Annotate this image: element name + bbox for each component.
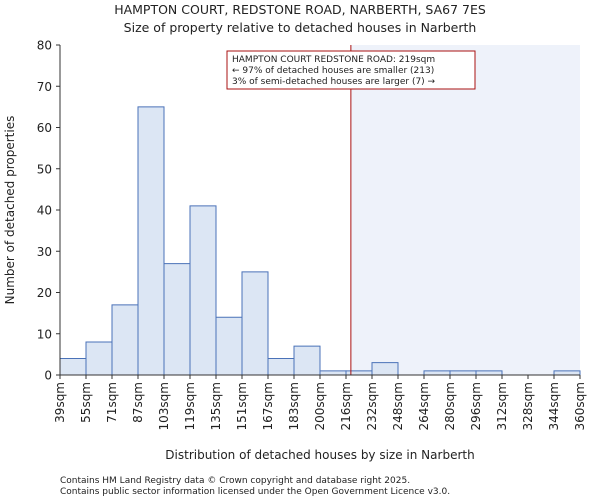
bar-216sqm bbox=[345, 370, 373, 376]
chart-title: HAMPTON COURT, REDSTONE ROAD, NARBERTH, … bbox=[114, 2, 486, 17]
annotation-border bbox=[226, 50, 476, 90]
x-tick-label: 200sqm bbox=[313, 382, 327, 430]
bar-151sqm bbox=[241, 271, 269, 376]
highlight-region bbox=[350, 45, 580, 375]
bar-183sqm bbox=[293, 345, 321, 376]
annotation-line-2: ← 97% of detached houses are smaller (21… bbox=[232, 66, 434, 76]
bar-135sqm bbox=[215, 316, 243, 376]
annotation-box: HAMPTON COURT REDSTONE ROAD: 219sqm ← 97… bbox=[226, 50, 476, 90]
x-tick-label: 167sqm bbox=[261, 382, 275, 430]
x-tick-label: 135sqm bbox=[209, 382, 223, 430]
bar-296sqm bbox=[475, 370, 503, 376]
bar-103sqm bbox=[163, 263, 191, 376]
x-tick-label: 216sqm bbox=[339, 382, 353, 430]
x-tick-label: 119sqm bbox=[183, 382, 197, 430]
bar-344sqm bbox=[553, 370, 581, 376]
y-tick-label: 80 bbox=[37, 39, 52, 53]
y-tick-label: 60 bbox=[37, 121, 52, 135]
chart-subtitle: Size of property relative to detached ho… bbox=[124, 20, 477, 35]
y-tick-label: 10 bbox=[37, 327, 52, 341]
bar-71sqm bbox=[111, 304, 139, 376]
y-tick-label: 70 bbox=[37, 80, 52, 94]
x-axis-label: Distribution of detached houses by size … bbox=[165, 448, 474, 462]
x-tick-label: 103sqm bbox=[157, 382, 171, 430]
y-tick-label: 20 bbox=[37, 286, 52, 300]
x-tick-label: 264sqm bbox=[417, 382, 431, 430]
x-tick-label: 151sqm bbox=[235, 382, 249, 430]
x-tick-label: 344sqm bbox=[547, 382, 561, 430]
bars bbox=[59, 106, 581, 376]
annotation-line-1: HAMPTON COURT REDSTONE ROAD: 219sqm bbox=[232, 55, 435, 65]
bar-55sqm bbox=[85, 341, 113, 376]
x-tick-label: 360sqm bbox=[573, 382, 587, 430]
y-tick-label: 30 bbox=[37, 245, 52, 259]
x-tick-label: 39sqm bbox=[53, 382, 67, 423]
footer-line-2: Contains public sector information licen… bbox=[60, 487, 450, 497]
bar-39sqm bbox=[59, 358, 87, 376]
x-tick-label: 71sqm bbox=[105, 382, 119, 423]
annotation-line-3: 3% of semi-detached houses are larger (7… bbox=[232, 77, 436, 87]
bar-87sqm bbox=[137, 106, 165, 376]
x-tick-label: 232sqm bbox=[365, 382, 379, 430]
x-tick-label: 183sqm bbox=[287, 382, 301, 430]
x-tick-label: 87sqm bbox=[131, 382, 145, 423]
bar-280sqm bbox=[449, 370, 477, 376]
x-tick-label: 328sqm bbox=[521, 382, 535, 430]
bar-200sqm bbox=[319, 370, 347, 376]
x-tick-label: 248sqm bbox=[391, 382, 405, 430]
y-tick-label: 40 bbox=[37, 204, 52, 218]
x-tick-label: 312sqm bbox=[495, 382, 509, 430]
bar-167sqm bbox=[267, 358, 295, 376]
y-tick-label: 0 bbox=[44, 369, 52, 383]
y-ticks: 0 10 20 30 40 50 60 70 80 bbox=[37, 39, 60, 383]
x-tick-label: 296sqm bbox=[469, 382, 483, 430]
x-ticks: 39sqm 55sqm 71sqm 87sqm 103sqm 119sqm 135sqm 15… bbox=[53, 375, 587, 430]
bar-264sqm bbox=[423, 370, 451, 376]
x-tick-label: 280sqm bbox=[443, 382, 457, 430]
y-axis-label: Number of detached properties bbox=[3, 116, 17, 305]
y-tick-label: 50 bbox=[37, 162, 52, 176]
x-tick-label: 55sqm bbox=[79, 382, 93, 423]
bar-232sqm bbox=[371, 362, 399, 376]
footer-line-1: Contains HM Land Registry data © Crown c… bbox=[60, 476, 410, 486]
bar-119sqm bbox=[189, 205, 217, 376]
